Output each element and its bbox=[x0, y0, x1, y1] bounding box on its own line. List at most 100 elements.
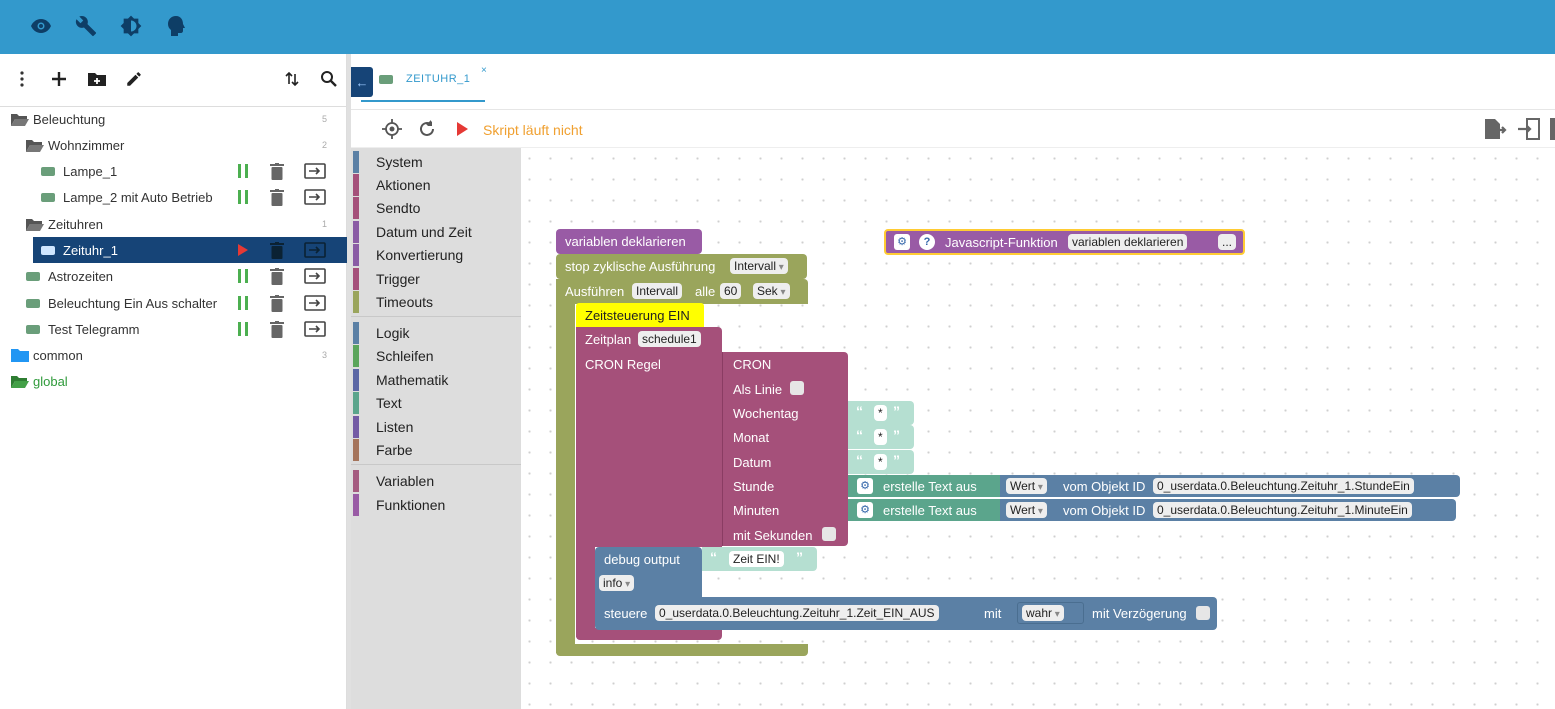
log-level-dropdown[interactable]: info bbox=[599, 575, 635, 591]
export-icon[interactable] bbox=[303, 161, 327, 181]
text-block[interactable]: “*” bbox=[848, 425, 914, 449]
text-block[interactable]: “Zeit EIN!” bbox=[702, 547, 817, 571]
function-definition-block[interactable]: variablen deklarieren bbox=[556, 229, 702, 254]
text-join-block[interactable]: ⚙ erstelle Text aus bbox=[848, 475, 1000, 497]
export-icon[interactable] bbox=[303, 293, 327, 313]
tree-folder-wohnzimmer[interactable]: Wohnzimmer 2 bbox=[0, 132, 347, 158]
logic-boolean-block[interactable]: wahr bbox=[1017, 602, 1084, 624]
tree-folder-beleuchtung[interactable]: Beleuchtung 5 bbox=[0, 106, 347, 132]
tree-folder-global[interactable]: global bbox=[0, 368, 347, 394]
function-more-field[interactable]: ... bbox=[1218, 234, 1237, 250]
time-unit-dropdown[interactable]: Sek bbox=[753, 283, 790, 299]
category-aktionen[interactable]: Aktionen bbox=[351, 174, 521, 196]
control-state-block[interactable]: steuere 0_userdata.0.Beleuchtung.Zeituhr… bbox=[595, 597, 1217, 630]
debug-output-block[interactable]: debug output info bbox=[595, 547, 702, 597]
search-icon[interactable] bbox=[316, 66, 342, 92]
close-icon[interactable]: × bbox=[481, 65, 487, 76]
get-object-value-block[interactable]: Wert vom Objekt ID 0_userdata.0.Beleucht… bbox=[1000, 475, 1460, 497]
set-interval-block[interactable]: Ausführen Intervall alle 60 Sek bbox=[556, 279, 808, 304]
interval-dropdown[interactable]: Intervall bbox=[730, 258, 788, 274]
text-value-field[interactable]: * bbox=[874, 429, 887, 445]
edit-icon[interactable] bbox=[121, 66, 147, 92]
pause-icon[interactable] bbox=[233, 319, 253, 339]
category-trigger[interactable]: Trigger bbox=[351, 268, 521, 290]
gear-icon[interactable]: ⚙ bbox=[894, 234, 910, 250]
gear-icon[interactable]: ⚙ bbox=[857, 502, 873, 518]
wrench-icon[interactable] bbox=[72, 12, 100, 40]
delete-icon[interactable] bbox=[267, 266, 287, 286]
category-konvertierung[interactable]: Konvertierung bbox=[351, 244, 521, 266]
pause-icon[interactable] bbox=[233, 161, 253, 181]
back-arrow-icon[interactable]: ← bbox=[351, 67, 373, 97]
eye-icon[interactable] bbox=[27, 12, 55, 40]
category-text[interactable]: Text bbox=[351, 392, 521, 414]
category-mathematik[interactable]: Mathematik bbox=[351, 369, 521, 391]
export-icon[interactable] bbox=[303, 187, 327, 207]
tree-folder-common[interactable]: common 3 bbox=[0, 342, 347, 368]
pause-icon[interactable] bbox=[233, 293, 253, 313]
object-id-field[interactable]: 0_userdata.0.Beleuchtung.Zeituhr_1.Zeit_… bbox=[655, 605, 939, 621]
delete-icon[interactable] bbox=[267, 161, 287, 181]
category-timeouts[interactable]: Timeouts bbox=[351, 291, 521, 313]
tree-script-astrozeiten[interactable]: Astrozeiten bbox=[0, 263, 347, 289]
refresh-icon[interactable] bbox=[417, 119, 437, 142]
export-blocks-icon[interactable] bbox=[1483, 118, 1507, 143]
locate-icon[interactable] bbox=[382, 119, 402, 142]
text-value-field[interactable]: * bbox=[874, 454, 887, 470]
boolean-dropdown[interactable]: wahr bbox=[1022, 605, 1064, 621]
category-datum[interactable]: Datum und Zeit bbox=[351, 221, 521, 243]
play-icon[interactable] bbox=[455, 121, 469, 140]
help-icon[interactable]: ? bbox=[919, 234, 935, 250]
pause-icon[interactable] bbox=[233, 266, 253, 286]
category-logik[interactable]: Logik bbox=[351, 322, 521, 344]
text-join-block[interactable]: ⚙ erstelle Text aus bbox=[848, 499, 1000, 521]
delete-icon[interactable] bbox=[267, 293, 287, 313]
mit-sekunden-checkbox[interactable] bbox=[822, 527, 836, 541]
delay-checkbox[interactable] bbox=[1196, 606, 1210, 620]
brightness-icon[interactable] bbox=[117, 12, 145, 40]
pause-icon[interactable] bbox=[233, 187, 253, 207]
category-schleifen[interactable]: Schleifen bbox=[351, 345, 521, 367]
object-id-field[interactable]: 0_userdata.0.Beleuchtung.Zeituhr_1.Stund… bbox=[1153, 478, 1414, 494]
category-sendto[interactable]: Sendto bbox=[351, 197, 521, 219]
tree-script-lampe2[interactable]: Lampe_2 mit Auto Betrieb bbox=[0, 184, 347, 210]
more-vert-icon[interactable] bbox=[9, 66, 35, 92]
tree-script-test-telegramm[interactable]: Test Telegramm bbox=[0, 316, 347, 342]
stop-interval-block[interactable]: stop zyklische Ausführung Intervall bbox=[556, 254, 807, 279]
function-name-field[interactable]: variablen deklarieren bbox=[1068, 234, 1188, 250]
cron-builder-block[interactable]: CRON Als Linie Wochentag Monat Datum Stu… bbox=[722, 352, 848, 546]
interval-variable-field[interactable]: Intervall bbox=[632, 283, 683, 299]
category-listen[interactable]: Listen bbox=[351, 416, 521, 438]
delete-icon[interactable] bbox=[267, 319, 287, 339]
category-funktionen[interactable]: Funktionen bbox=[351, 494, 521, 516]
text-value-field[interactable]: * bbox=[874, 405, 887, 421]
object-id-field[interactable]: 0_userdata.0.Beleuchtung.Zeituhr_1.Minut… bbox=[1153, 502, 1412, 518]
tab-zeituhr1[interactable]: ZEITUHR_1 × bbox=[361, 54, 487, 102]
comment-block[interactable]: Zeitsteuerung EIN bbox=[576, 303, 704, 327]
export-icon[interactable] bbox=[303, 319, 327, 339]
blockly-workspace[interactable]: System Aktionen Sendto Datum und Zeit Ko… bbox=[351, 148, 1555, 709]
export-icon[interactable] bbox=[303, 240, 327, 260]
text-value-field[interactable]: Zeit EIN! bbox=[729, 551, 784, 567]
gear-icon[interactable]: ⚙ bbox=[857, 478, 873, 494]
create-folder-icon[interactable] bbox=[84, 66, 110, 92]
category-farbe[interactable]: Farbe bbox=[351, 439, 521, 461]
text-block[interactable]: “*” bbox=[848, 450, 914, 474]
get-object-value-block[interactable]: Wert vom Objekt ID 0_userdata.0.Beleucht… bbox=[1000, 499, 1456, 521]
schedule-block[interactable]: Zeitplan schedule1 bbox=[576, 327, 722, 352]
tree-script-beleuchtung-ein-aus[interactable]: Beleuchtung Ein Aus schalter bbox=[0, 290, 347, 316]
value-type-dropdown[interactable]: Wert bbox=[1006, 478, 1047, 494]
more-icon[interactable] bbox=[1550, 118, 1555, 140]
tree-script-zeituhr1[interactable]: Zeituhr_1 bbox=[33, 237, 347, 263]
delete-icon[interactable] bbox=[267, 240, 287, 260]
javascript-function-call-block[interactable]: ⚙ ? Javascript-Funktion variablen deklar… bbox=[884, 229, 1245, 255]
interval-seconds-input[interactable]: 60 bbox=[720, 283, 742, 299]
category-system[interactable]: System bbox=[351, 151, 521, 173]
tree-script-lampe1[interactable]: Lampe_1 bbox=[0, 158, 347, 184]
add-icon[interactable] bbox=[46, 66, 72, 92]
play-icon[interactable] bbox=[233, 240, 253, 260]
value-type-dropdown[interactable]: Wert bbox=[1006, 502, 1047, 518]
export-icon[interactable] bbox=[303, 266, 327, 286]
category-variablen[interactable]: Variablen bbox=[351, 470, 521, 492]
als-linie-checkbox[interactable] bbox=[790, 381, 804, 395]
